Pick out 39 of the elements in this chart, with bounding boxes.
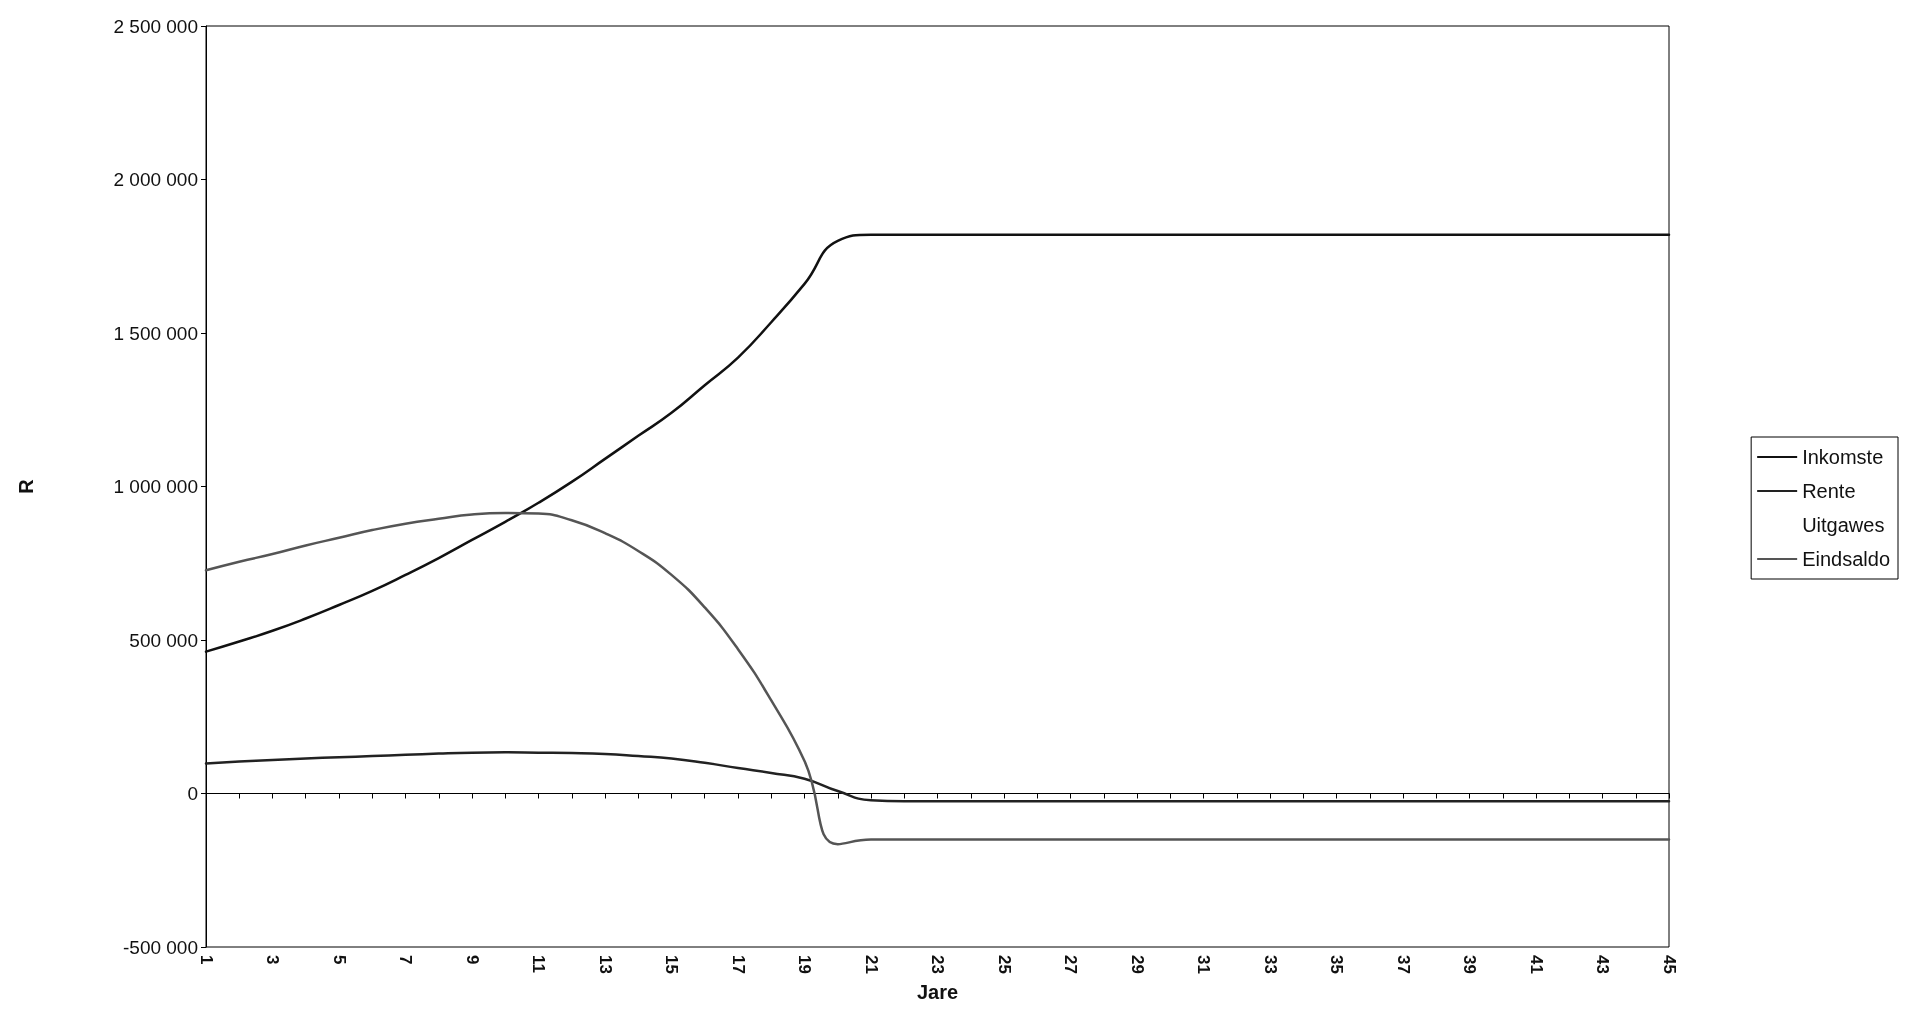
- line-series: [204, 751, 1671, 803]
- y-tick-label: 2 500 000: [113, 15, 198, 37]
- x-tick-label: 21: [861, 955, 881, 974]
- y-tick-label: 2 000 000: [113, 169, 198, 190]
- y-tick-label: 1 000 000: [113, 476, 198, 497]
- x-tick-label: 43: [1593, 955, 1612, 974]
- y-tick-label: 0: [187, 783, 198, 804]
- x-tick-label: 3: [263, 955, 282, 965]
- y-tick-label: 1 500 000: [113, 322, 198, 344]
- x-tick-label: 15: [662, 955, 681, 974]
- y-tick-label: -500 000: [122, 936, 198, 958]
- x-tick-label: 9: [462, 955, 482, 965]
- x-tick-label: 17: [728, 955, 748, 974]
- text: Uitgawes: [1802, 514, 1885, 536]
- x-axis-title: Jare: [916, 980, 959, 1003]
- x-tick-label: 45: [1659, 955, 1679, 974]
- legend-label: Inkomste: [1802, 446, 1884, 468]
- line-series: [204, 233, 1671, 653]
- x-tick-label: 33: [1260, 955, 1280, 974]
- x-tick-label: 11: [529, 955, 548, 973]
- x-tick-label: 31: [1194, 955, 1213, 974]
- legend-label: Eindsaldo: [1802, 548, 1890, 570]
- x-tick-label: 37: [1393, 955, 1413, 974]
- legend-label: Rente: [1802, 480, 1856, 502]
- line-series: [204, 511, 1671, 846]
- x-tick-label: 1: [196, 955, 216, 965]
- x-tick-label: 5: [329, 955, 349, 965]
- x-tick-label: 27: [1061, 955, 1080, 974]
- x-tick-label: 7: [396, 955, 415, 965]
- x-tick-label: 39: [1460, 955, 1479, 974]
- y-tick-label: 500 000: [129, 629, 198, 651]
- x-tick-label: 23: [928, 955, 947, 974]
- x-tick-label: 25: [994, 955, 1014, 974]
- x-tick-label: 35: [1327, 955, 1346, 974]
- x-tick-label: 19: [795, 955, 814, 974]
- x-tick-label: 41: [1526, 955, 1546, 974]
- y-axis-title: R: [15, 478, 37, 494]
- x-tick-label: 13: [595, 955, 615, 974]
- x-tick-label: 29: [1127, 955, 1147, 974]
